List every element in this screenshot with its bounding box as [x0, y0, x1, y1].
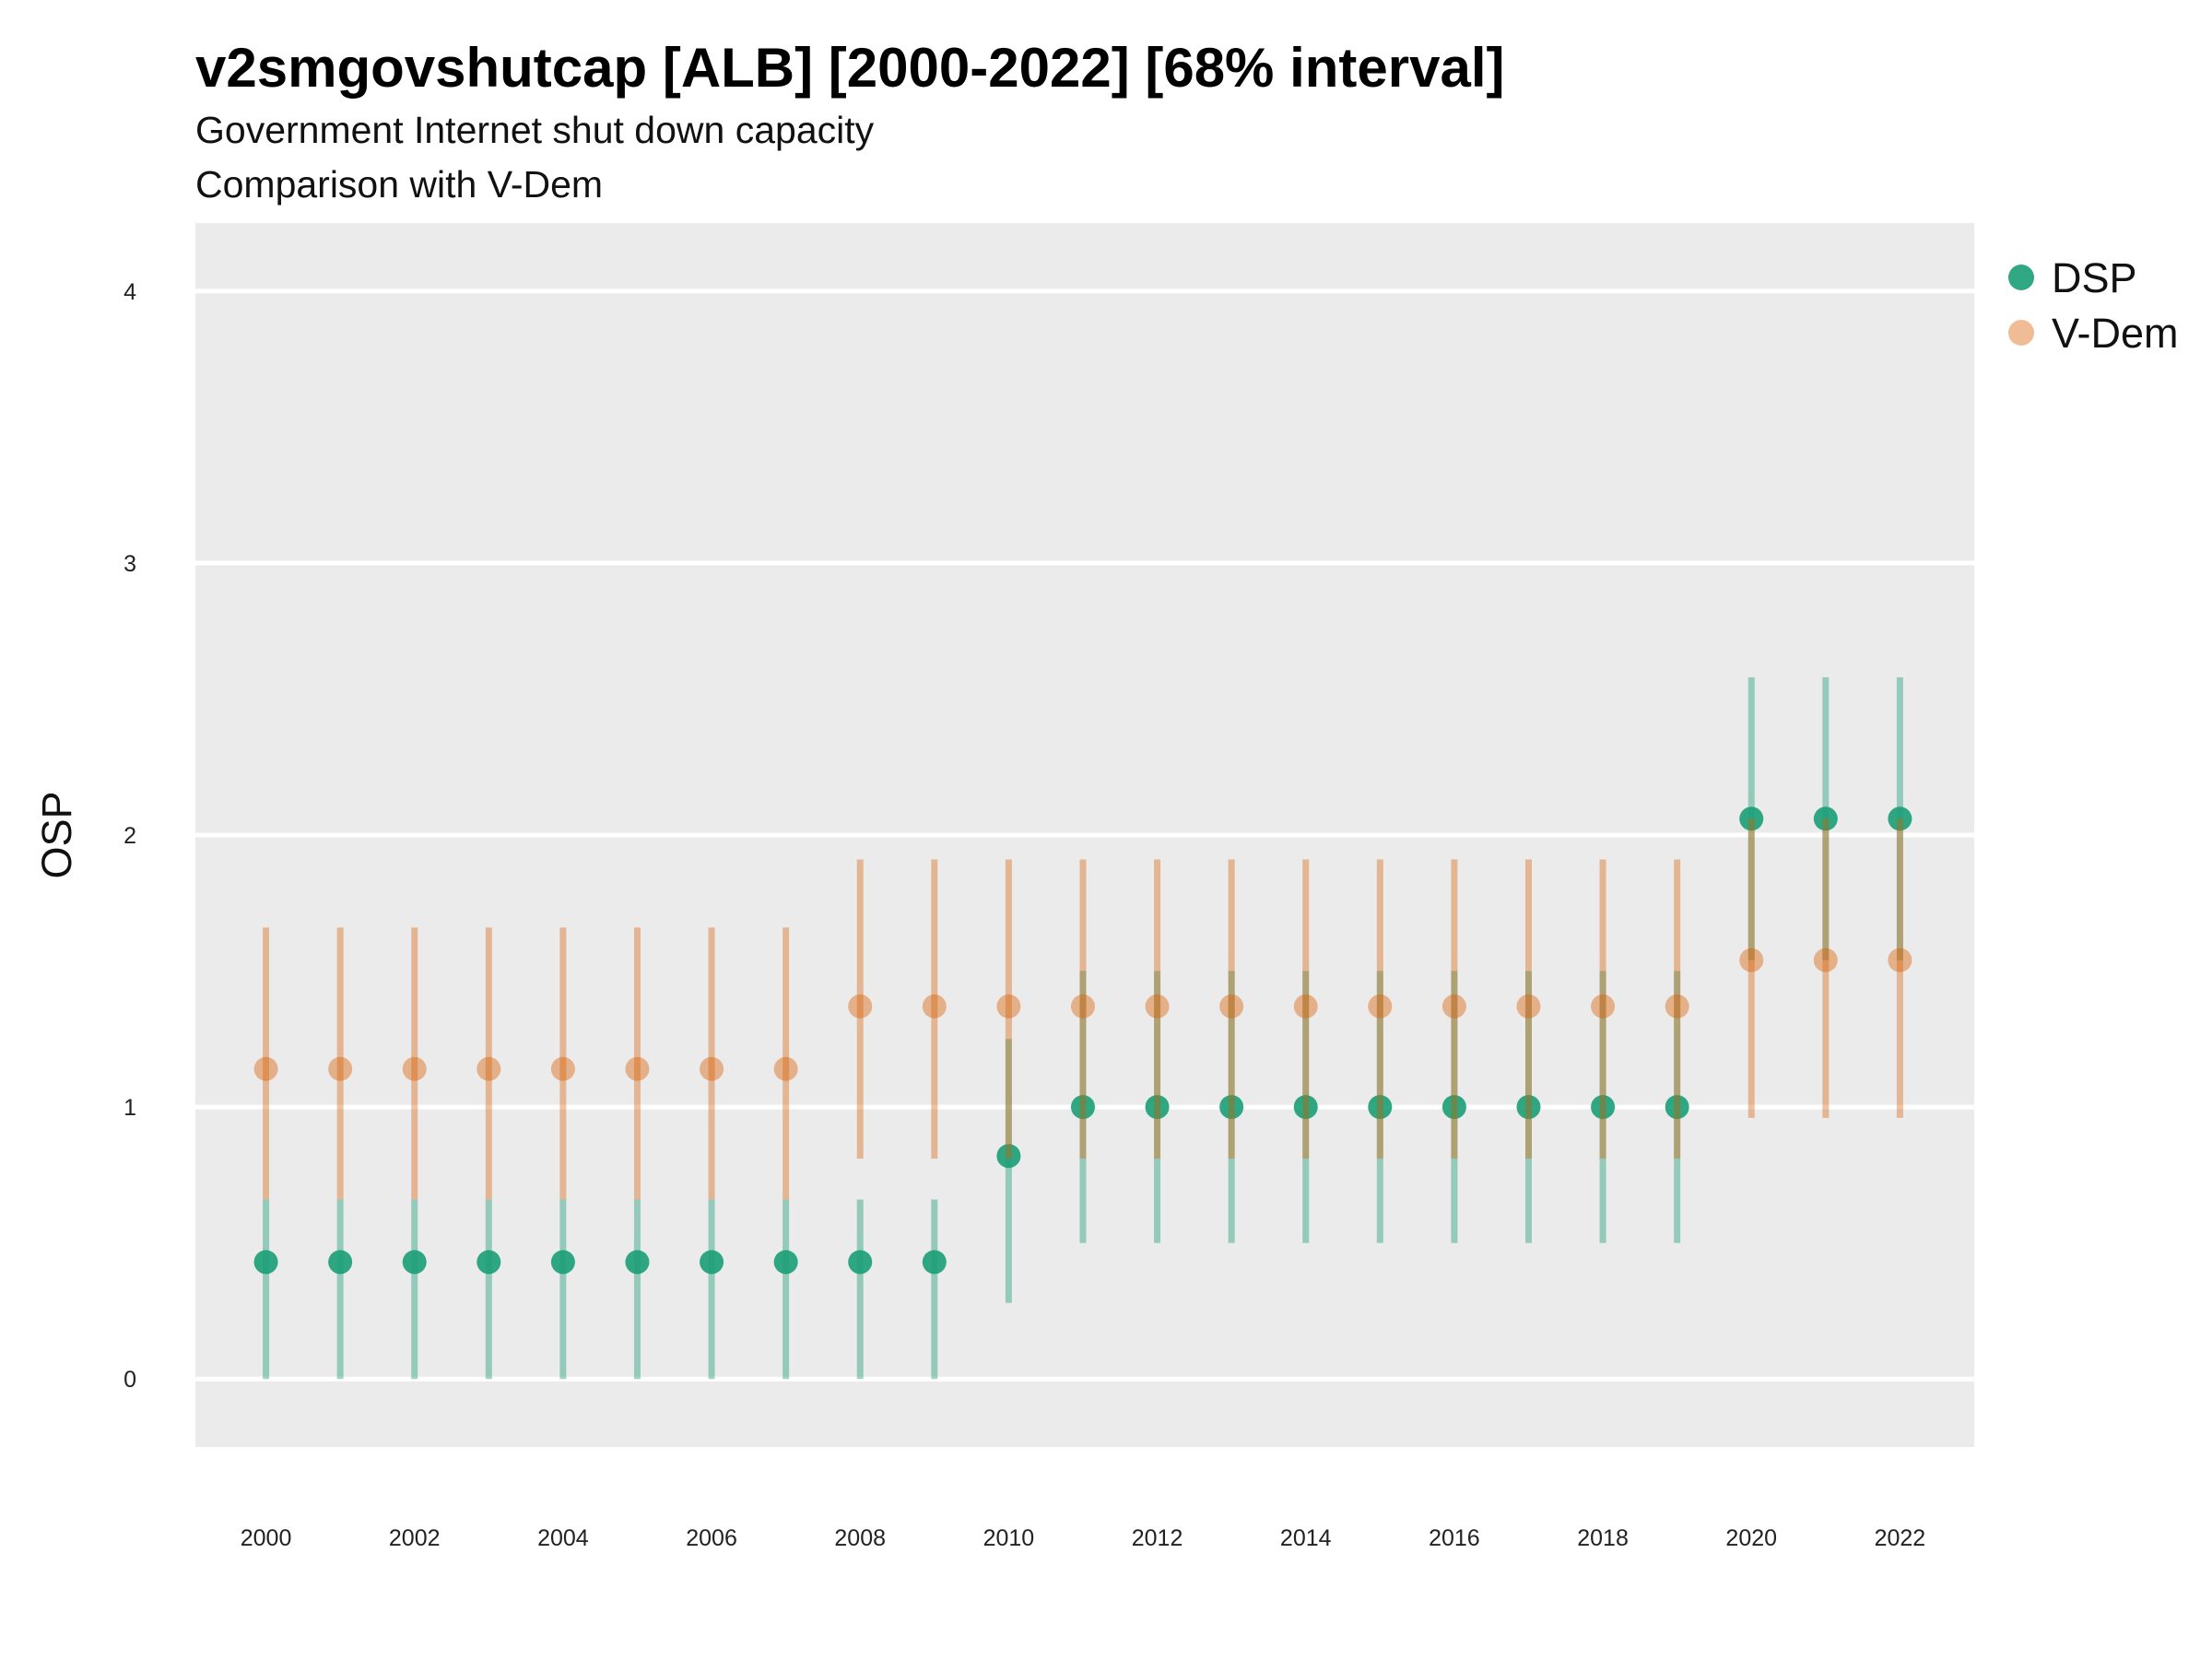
point-0-2008 — [848, 1250, 873, 1275]
point-0-2003 — [477, 1250, 501, 1275]
legend: DSP V-Dem — [2008, 254, 2179, 357]
point-0-2013 — [1219, 1095, 1244, 1120]
x-tick-label-2000: 2000 — [241, 1525, 292, 1551]
chart-subtitle-line-1: Government Internet shut down capacity — [195, 109, 875, 151]
x-tick-label-2010: 2010 — [983, 1525, 1035, 1551]
point-1-2022 — [1888, 947, 1912, 972]
point-1-2014 — [1293, 994, 1318, 1018]
point-0-2012 — [1145, 1095, 1170, 1120]
point-1-2001 — [328, 1056, 353, 1081]
x-tick-label-2012: 2012 — [1132, 1525, 1183, 1551]
x-tick-label-2006: 2006 — [686, 1525, 737, 1551]
x-tick-label-2014: 2014 — [1280, 1525, 1332, 1551]
point-0-2004 — [550, 1250, 575, 1275]
point-0-2021 — [1813, 806, 1838, 831]
point-0-2007 — [773, 1250, 798, 1275]
point-1-2015 — [1368, 994, 1393, 1018]
point-1-2013 — [1219, 994, 1244, 1018]
point-1-2007 — [773, 1056, 798, 1081]
point-0-2010 — [996, 1144, 1021, 1169]
point-0-2002 — [402, 1250, 427, 1275]
y-tick-label-0: 0 — [124, 1367, 136, 1393]
point-1-2008 — [848, 994, 873, 1018]
y-tick-label-4: 4 — [124, 279, 136, 305]
point-1-2020 — [1739, 947, 1764, 972]
y-tick-label-3: 3 — [124, 551, 136, 577]
point-0-2011 — [1070, 1095, 1095, 1120]
point-0-2016 — [1441, 1095, 1466, 1120]
x-axis-ticks: 2000 2002 2004 2006 2008 2010 2012 2014 2016 2018… — [241, 1525, 1925, 1551]
point-1-2019 — [1665, 994, 1689, 1018]
x-tick-label-2020: 2020 — [1725, 1525, 1777, 1551]
x-tick-label-2018: 2018 — [1577, 1525, 1629, 1551]
point-1-2002 — [402, 1056, 427, 1081]
point-0-2020 — [1739, 806, 1764, 831]
point-1-2009 — [922, 994, 947, 1018]
y-axis-ticks: 0 1 2 3 4 — [124, 279, 136, 1393]
point-0-2001 — [328, 1250, 353, 1275]
legend-label-0: DSP — [2052, 254, 2137, 301]
series-dsp — [253, 677, 1912, 1380]
point-1-2011 — [1070, 994, 1095, 1018]
chart-title: v2smgovshutcap [ALB] [2000-2022] [68% in… — [195, 37, 1505, 99]
legend-label-1: V-Dem — [2052, 310, 2179, 357]
legend-key-1 — [2008, 320, 2034, 346]
point-1-2021 — [1813, 947, 1838, 972]
point-1-2018 — [1591, 994, 1616, 1018]
point-0-2022 — [1888, 806, 1912, 831]
point-0-2014 — [1293, 1095, 1318, 1120]
point-0-2017 — [1516, 1095, 1541, 1120]
data-marks — [253, 677, 1912, 1380]
y-axis-label: OSP — [33, 791, 80, 878]
series-v-dem — [253, 818, 1912, 1200]
point-1-2010 — [996, 994, 1021, 1018]
point-0-2006 — [700, 1250, 724, 1275]
point-1-2017 — [1516, 994, 1541, 1018]
point-0-2015 — [1368, 1095, 1393, 1120]
x-tick-label-2016: 2016 — [1429, 1525, 1480, 1551]
x-tick-label-2008: 2008 — [834, 1525, 886, 1551]
point-0-2019 — [1665, 1095, 1689, 1120]
y-tick-label-1: 1 — [124, 1095, 136, 1121]
point-1-2006 — [700, 1056, 724, 1081]
point-0-2009 — [922, 1250, 947, 1275]
point-1-2003 — [477, 1056, 501, 1081]
point-0-2000 — [253, 1250, 278, 1275]
x-tick-label-2022: 2022 — [1875, 1525, 1926, 1551]
point-0-2005 — [625, 1250, 650, 1275]
point-0-2018 — [1591, 1095, 1616, 1120]
point-1-2016 — [1441, 994, 1466, 1018]
y-tick-label-2: 2 — [124, 823, 136, 849]
x-tick-label-2004: 2004 — [537, 1525, 589, 1551]
point-1-2004 — [550, 1056, 575, 1081]
chart-subtitle-line-2: Comparison with V-Dem — [195, 163, 603, 206]
legend-key-0 — [2008, 265, 2034, 290]
x-tick-label-2002: 2002 — [389, 1525, 441, 1551]
point-1-2000 — [253, 1056, 278, 1081]
point-1-2005 — [625, 1056, 650, 1081]
point-1-2012 — [1145, 994, 1170, 1018]
